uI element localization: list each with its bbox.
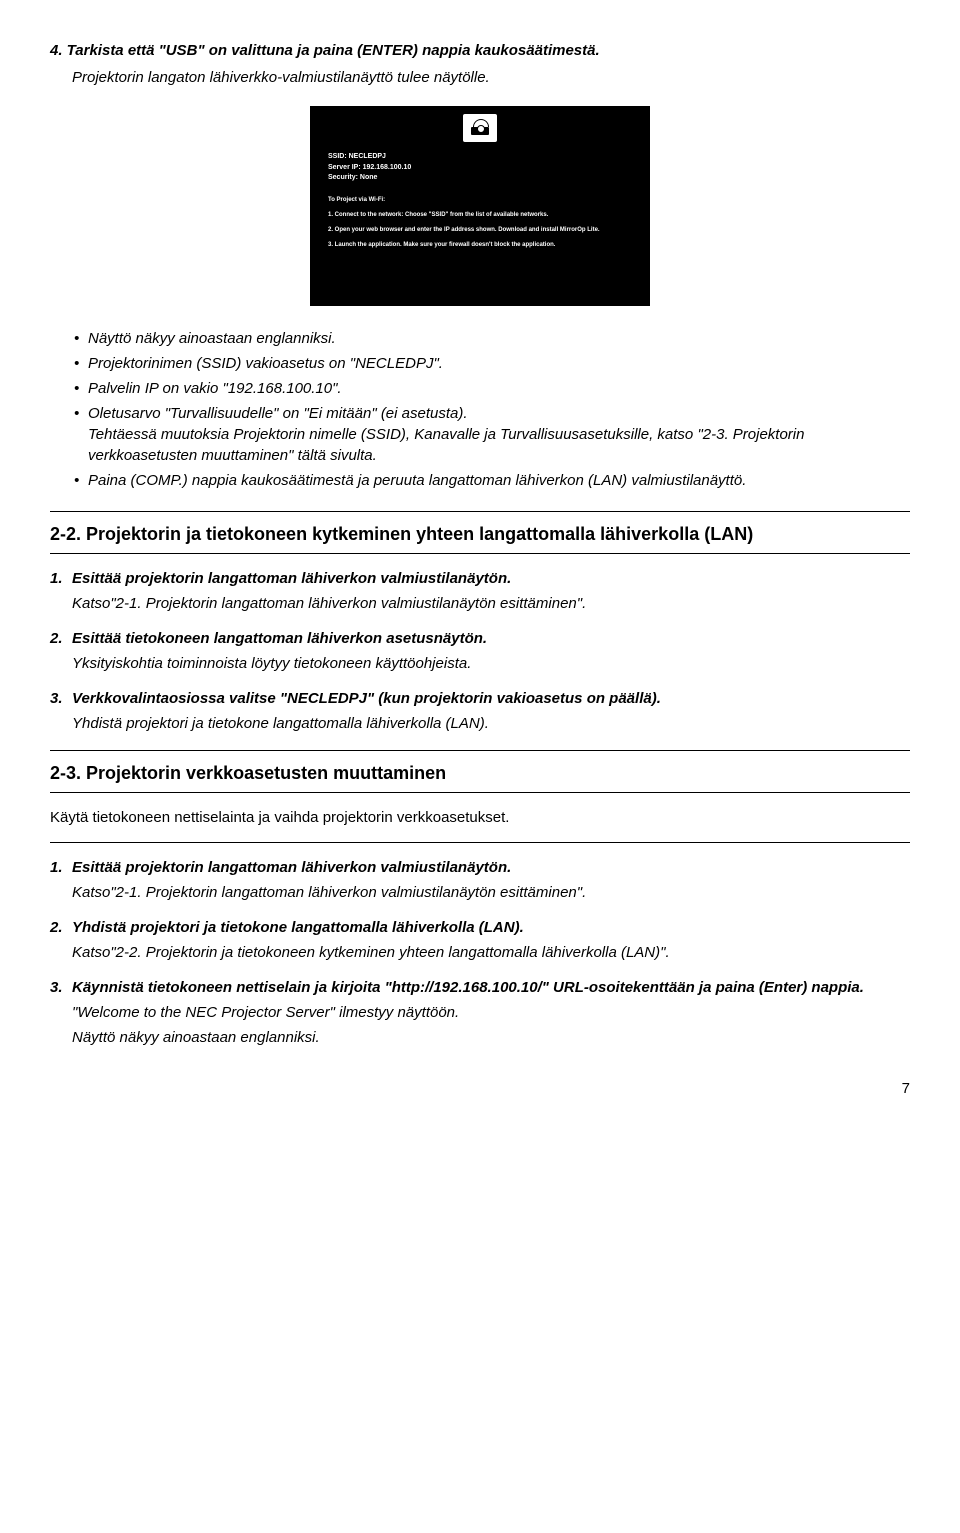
sec22-step-2: 2. Esittää tietokoneen langattoman lähiv… bbox=[50, 628, 910, 649]
ssid-line: SSID: NECLEDPJ bbox=[328, 152, 632, 163]
sec23-step-1: 1. Esittää projektorin langattoman lähiv… bbox=[50, 857, 910, 878]
screenshot-instructions: To Project via Wi-Fi: 1. Connect to the … bbox=[310, 196, 650, 250]
inst-3: 3. Launch the application. Make sure you… bbox=[328, 241, 632, 250]
inst-1: 1. Connect to the network: Choose "SSID"… bbox=[328, 211, 632, 220]
note-subtext: Tehtäessä muutoksia Projektorin nimelle … bbox=[88, 424, 910, 466]
note-text: Oletusarvo "Turvallisuudelle" on "Ei mit… bbox=[88, 405, 468, 422]
sec22-step-3-sub: Yhdistä projektori ja tietokone langatto… bbox=[72, 713, 910, 734]
note-item: Näyttö näkyy ainoastaan englanniksi. bbox=[74, 328, 910, 349]
notes-list: Näyttö näkyy ainoastaan englanniksi. Pro… bbox=[74, 328, 910, 491]
note-item: Paina (COMP.) nappia kaukosäätimestä ja … bbox=[74, 470, 910, 491]
page-number: 7 bbox=[50, 1078, 910, 1099]
project-via-label: To Project via Wi-Fi: bbox=[328, 196, 632, 205]
note-item: Oletusarvo "Turvallisuudelle" on "Ei mit… bbox=[74, 403, 910, 466]
step-number: 1. bbox=[50, 857, 72, 878]
step-4-desc: Projektorin langaton lähiverkko-valmiust… bbox=[72, 67, 910, 88]
step-number: 2. bbox=[50, 628, 72, 649]
sec23-step-3: 3. Käynnistä tietokoneen nettiselain ja … bbox=[50, 977, 910, 998]
server-line: Server IP: 192.168.100.10 bbox=[328, 163, 632, 174]
note-item: Projektorinimen (SSID) vakioasetus on "N… bbox=[74, 353, 910, 374]
wifi-projector-icon bbox=[463, 114, 497, 142]
sec22-step-1-sub: Katso"2-1. Projektorin langattoman lähiv… bbox=[72, 593, 910, 614]
step-title: Esittää tietokoneen langattoman lähiverk… bbox=[72, 628, 487, 649]
sec23-step-3-sub1: "Welcome to the NEC Projector Server" il… bbox=[72, 1002, 910, 1023]
step-number: 1. bbox=[50, 568, 72, 589]
sec23-step-2-sub: Katso"2-2. Projektorin ja tietokoneen ky… bbox=[72, 942, 910, 963]
sec22-step-1: 1. Esittää projektorin langattoman lähiv… bbox=[50, 568, 910, 589]
sec23-intro: Käytä tietokoneen nettiselainta ja vaihd… bbox=[50, 807, 910, 828]
section-2-2-heading: 2-2. Projektorin ja tietokoneen kytkemin… bbox=[50, 512, 910, 554]
sec22-step-2-sub: Yksityiskohtia toiminnoista löytyy tieto… bbox=[72, 653, 910, 674]
security-line: Security: None bbox=[328, 173, 632, 184]
step-4-title: 4. Tarkista että "USB" on valittuna ja p… bbox=[50, 40, 910, 61]
step-title: Esittää projektorin langattoman lähiverk… bbox=[72, 568, 511, 589]
inst-2: 2. Open your web browser and enter the I… bbox=[328, 226, 632, 235]
note-item: Palvelin IP on vakio "192.168.100.10". bbox=[74, 378, 910, 399]
projector-screenshot: SSID: NECLEDPJ Server IP: 192.168.100.10… bbox=[310, 106, 650, 306]
step-title: Esittää projektorin langattoman lähiverk… bbox=[72, 857, 511, 878]
step-number: 3. bbox=[50, 688, 72, 709]
step-number: 2. bbox=[50, 917, 72, 938]
step-title: Käynnistä tietokoneen nettiselain ja kir… bbox=[72, 977, 864, 998]
step-title: Verkkovalintaosiossa valitse "NECLEDPJ" … bbox=[72, 688, 661, 709]
step-title: Yhdistä projektori ja tietokone langatto… bbox=[72, 917, 524, 938]
sec23-step-3-sub2: Näyttö näkyy ainoastaan englanniksi. bbox=[72, 1027, 910, 1048]
sec23-step-2: 2. Yhdistä projektori ja tietokone langa… bbox=[50, 917, 910, 938]
sec23-step-1-sub: Katso"2-1. Projektorin langattoman lähiv… bbox=[72, 882, 910, 903]
step-number: 3. bbox=[50, 977, 72, 998]
section-2-3-heading: 2-3. Projektorin verkkoasetusten muuttam… bbox=[50, 751, 910, 793]
sec22-step-3: 3. Verkkovalintaosiossa valitse "NECLEDP… bbox=[50, 688, 910, 709]
screenshot-info: SSID: NECLEDPJ Server IP: 192.168.100.10… bbox=[310, 152, 650, 184]
